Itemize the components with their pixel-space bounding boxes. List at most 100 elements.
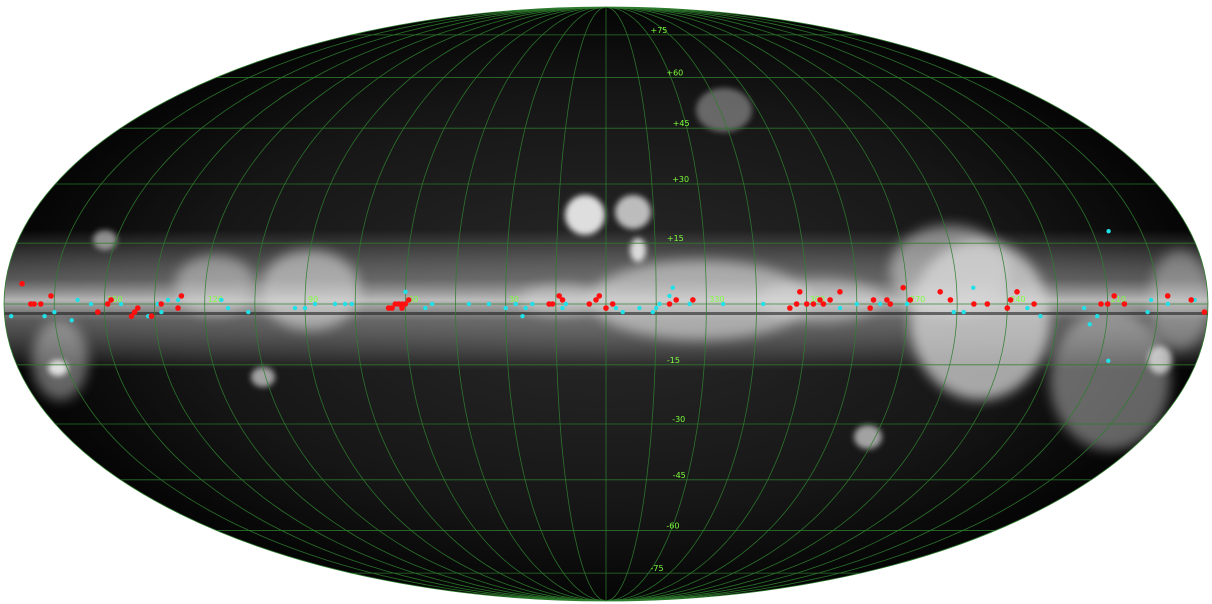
red-source-marker <box>1121 301 1128 307</box>
cyan-source-marker <box>159 309 164 315</box>
red-source-marker <box>158 301 164 307</box>
red-source-marker <box>787 305 793 311</box>
cyan-source-marker <box>1095 314 1100 319</box>
cyan-source-marker <box>88 301 94 307</box>
latitude-label: -30 <box>672 415 685 424</box>
red-source-marker <box>937 289 943 295</box>
red-source-marker <box>1201 309 1208 315</box>
cyan-source-marker <box>1082 305 1087 311</box>
cyan-source-marker <box>503 305 508 311</box>
red-source-marker <box>797 289 803 295</box>
cyan-source-marker <box>349 301 354 307</box>
longitude-label: 120 <box>208 295 223 304</box>
red-source-marker <box>803 301 810 307</box>
cyan-source-marker <box>9 314 14 319</box>
cyan-source-marker <box>637 305 642 311</box>
cyan-source-marker <box>1038 314 1043 319</box>
red-source-marker <box>135 305 141 311</box>
cyan-source-marker <box>1145 309 1150 315</box>
red-source-marker <box>175 305 181 311</box>
red-source-marker <box>690 297 696 303</box>
cyan-source-marker <box>246 309 251 315</box>
cyan-source-marker <box>486 301 492 307</box>
latitude-label: -60 <box>666 521 679 530</box>
latitude-label: +75 <box>651 26 668 35</box>
cyan-source-marker <box>52 309 57 315</box>
red-source-marker <box>817 297 823 303</box>
cyan-source-marker <box>1087 322 1093 327</box>
cyan-source-marker <box>687 301 692 307</box>
latitude-label: -15 <box>667 356 680 365</box>
red-source-marker <box>870 297 877 303</box>
red-source-marker <box>1007 297 1014 303</box>
latitude-label: +30 <box>672 175 689 184</box>
red-source-marker <box>907 297 914 303</box>
cyan-source-marker <box>225 305 231 311</box>
longitude-label: 210 <box>1111 295 1126 304</box>
red-source-marker <box>1188 297 1194 303</box>
red-source-marker <box>586 301 593 307</box>
red-source-marker <box>900 284 906 291</box>
red-source-marker <box>48 293 54 299</box>
red-source-marker <box>603 305 609 311</box>
longitude-label: 330 <box>709 295 724 304</box>
red-source-marker <box>1031 301 1037 307</box>
latitude-label: +45 <box>673 119 690 128</box>
red-source-marker <box>1098 301 1104 307</box>
red-source-marker <box>593 297 599 303</box>
cyan-source-marker <box>302 305 308 311</box>
red-source-marker <box>887 301 894 307</box>
source-markers <box>9 229 1208 363</box>
cyan-source-marker <box>878 301 883 307</box>
cyan-source-marker <box>563 301 569 307</box>
cyan-source-marker <box>520 314 525 319</box>
cyan-source-marker <box>69 318 74 323</box>
cyan-source-marker <box>961 309 966 315</box>
cyan-source-marker <box>837 305 843 311</box>
longitude-label: 240 <box>1010 295 1025 304</box>
red-source-marker <box>28 301 34 307</box>
red-source-marker <box>38 301 44 307</box>
red-source-marker <box>385 305 392 311</box>
cyan-source-marker <box>667 293 672 299</box>
latitude-label: +60 <box>666 69 683 78</box>
latitude-label: -45 <box>673 471 686 480</box>
graticule-labels: +75 +60 +45 +30 +15 -15 -30 -45 -60 -75 150 120 90 60… <box>107 26 1126 573</box>
red-source-marker <box>596 293 603 299</box>
red-source-marker <box>131 309 138 315</box>
red-source-marker <box>405 297 412 303</box>
cyan-source-marker <box>403 289 408 294</box>
cyan-source-marker <box>219 297 224 303</box>
cyan-source-marker <box>951 309 956 315</box>
longitude-label: 60 <box>408 295 418 304</box>
cyan-source-marker <box>292 305 298 311</box>
graticule <box>4 7 1208 601</box>
cyan-source-marker <box>423 305 428 311</box>
red-source-marker <box>178 293 185 299</box>
cyan-source-marker <box>75 297 80 303</box>
longitude-label: 30 <box>509 295 519 304</box>
cyan-source-marker <box>670 285 675 290</box>
red-source-marker <box>884 297 890 303</box>
cyan-source-marker <box>513 301 518 307</box>
red-source-marker <box>867 305 873 311</box>
longitude-label: 90 <box>308 295 318 304</box>
cyan-source-marker <box>761 301 766 307</box>
red-source-marker <box>1014 289 1020 295</box>
cyan-source-marker <box>971 285 976 290</box>
red-source-marker <box>95 309 101 315</box>
red-source-marker <box>104 301 111 307</box>
latitude-label: +15 <box>667 234 684 243</box>
red-source-marker <box>19 280 25 287</box>
cyan-source-marker <box>1106 358 1111 363</box>
red-source-marker <box>1111 293 1117 299</box>
red-source-marker <box>556 293 562 299</box>
cyan-source-marker <box>429 301 435 307</box>
red-source-marker <box>810 301 817 307</box>
cyan-source-marker <box>1165 301 1171 307</box>
cyan-source-marker <box>560 305 565 311</box>
red-source-marker <box>827 297 833 303</box>
cyan-source-marker <box>342 301 348 307</box>
longitude-label: 150 <box>107 295 122 304</box>
